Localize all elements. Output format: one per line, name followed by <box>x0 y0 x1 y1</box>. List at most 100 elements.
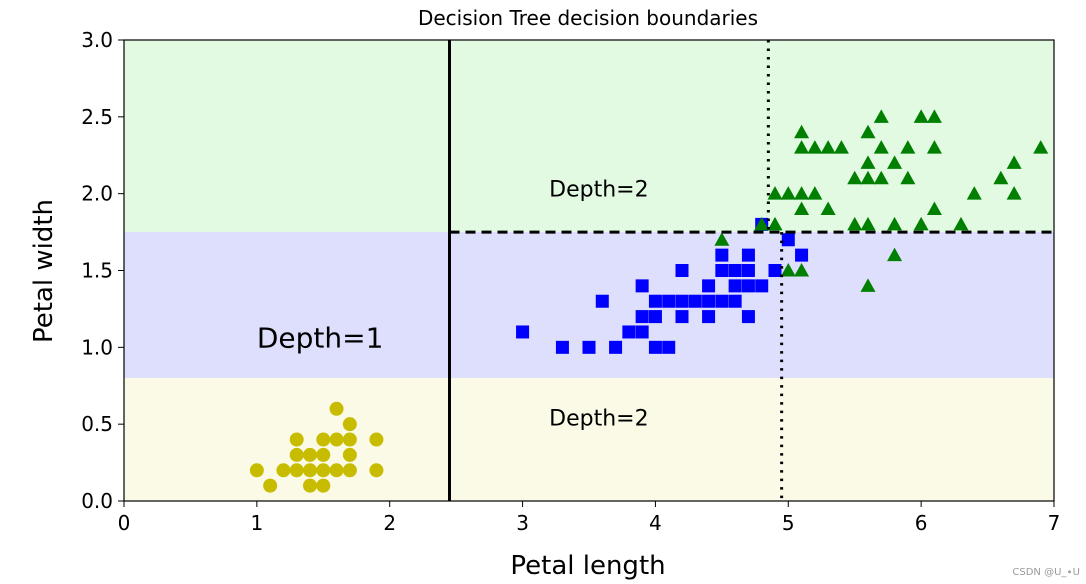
circle-point <box>249 463 264 478</box>
x-tick-label: 7 <box>1048 511 1061 535</box>
depth-annotation: Depth=2 <box>549 407 648 432</box>
square-point <box>675 294 689 308</box>
decision-regions <box>124 40 1054 501</box>
x-tick-label: 1 <box>250 511 263 535</box>
circle-point <box>316 432 331 447</box>
triangle-point <box>887 155 903 169</box>
square-point <box>648 294 662 308</box>
square-point <box>741 264 755 277</box>
axes: 0 1 2 3 4 5 6 7 0.0 0.5 1.0 1.5 2.0 2.5 3.0 <box>81 28 1060 535</box>
square-point <box>715 248 729 262</box>
triangle-point <box>873 109 889 123</box>
triangle-point <box>714 232 730 246</box>
triangle-point <box>1033 140 1049 154</box>
y-axis-label: Petal width <box>29 199 59 343</box>
triangle-point <box>794 186 810 200</box>
triangle-point <box>860 216 876 231</box>
triangle-point <box>900 170 916 185</box>
circle-point <box>289 447 304 462</box>
y-tick-label: 0.5 <box>81 412 113 436</box>
square-point <box>662 340 676 354</box>
y-tick-label: 3.0 <box>81 28 113 52</box>
x-tick-label: 4 <box>649 511 662 535</box>
triangle-point <box>873 170 889 185</box>
triangle-point <box>820 140 836 154</box>
circle-point <box>316 463 331 478</box>
circle-point <box>289 432 304 447</box>
triangle-point <box>953 216 969 231</box>
y-tick-label: 2.5 <box>81 105 113 129</box>
square-point <box>728 264 742 277</box>
square-point <box>516 325 530 339</box>
circle-point <box>369 463 384 478</box>
region-3 <box>124 378 1054 501</box>
circle-point <box>263 478 278 493</box>
square-point <box>662 294 676 308</box>
chart-title: Decision Tree decision boundaries <box>418 6 758 30</box>
circle-point <box>342 463 357 478</box>
circle-point <box>329 463 344 478</box>
triangle-point <box>794 140 810 154</box>
x-tick-label: 3 <box>516 511 529 535</box>
data-points <box>249 109 1049 493</box>
circle-point <box>303 463 317 478</box>
square-point <box>648 340 662 354</box>
watermark: CSDN @U_∙U <box>1012 567 1080 578</box>
square-point <box>702 310 716 324</box>
circle-point <box>342 417 357 432</box>
triangle-point <box>900 140 916 154</box>
triangle-point <box>847 216 863 231</box>
triangle-point <box>794 201 810 216</box>
circle-point <box>342 432 357 447</box>
y-tick-label: 1.5 <box>81 259 113 283</box>
square-point <box>688 294 702 308</box>
square-point <box>768 264 782 277</box>
circle-point <box>303 478 317 493</box>
triangle-point <box>807 186 823 200</box>
circle-point <box>329 401 344 416</box>
square-point <box>702 279 716 293</box>
x-tick-label: 2 <box>383 511 396 535</box>
region-2 <box>124 232 1054 379</box>
square-point <box>595 294 609 308</box>
square-point <box>635 310 649 324</box>
x-tick-label: 6 <box>915 511 928 535</box>
square-point <box>582 340 596 354</box>
triangle-point <box>860 124 876 139</box>
square-point <box>741 279 755 293</box>
triangle-point <box>993 170 1009 185</box>
triangle-point <box>966 186 982 200</box>
triangle-point <box>1006 155 1022 169</box>
circle-point <box>369 432 384 447</box>
square-point <box>741 310 755 324</box>
triangle-point <box>794 263 810 277</box>
x-tick-label: 0 <box>118 511 131 535</box>
square-point <box>675 310 689 324</box>
y-tick-label: 2.0 <box>81 182 113 206</box>
triangle-point <box>807 140 823 154</box>
region-0 <box>124 40 450 233</box>
triangle-point <box>794 124 810 139</box>
square-point <box>609 340 623 354</box>
circle-point <box>316 447 331 462</box>
square-point <box>728 294 742 308</box>
triangle-point <box>767 186 783 200</box>
square-point <box>728 279 742 293</box>
triangle-point <box>926 109 942 123</box>
triangle-point <box>847 170 863 185</box>
square-point <box>715 294 729 308</box>
annotations: Depth=1 Depth=2 Depth=2 <box>257 178 649 432</box>
square-point <box>781 233 795 247</box>
x-tick-label: 5 <box>782 511 795 535</box>
square-point <box>795 248 809 262</box>
triangle-point <box>767 216 783 231</box>
triangle-point <box>873 140 889 154</box>
square-point <box>635 279 649 293</box>
circle-point <box>276 463 291 478</box>
triangle-point <box>926 201 942 216</box>
triangle-point <box>887 247 903 262</box>
square-point <box>675 264 689 277</box>
region-1 <box>449 40 1054 233</box>
depth-annotation: Depth=1 <box>257 321 384 354</box>
